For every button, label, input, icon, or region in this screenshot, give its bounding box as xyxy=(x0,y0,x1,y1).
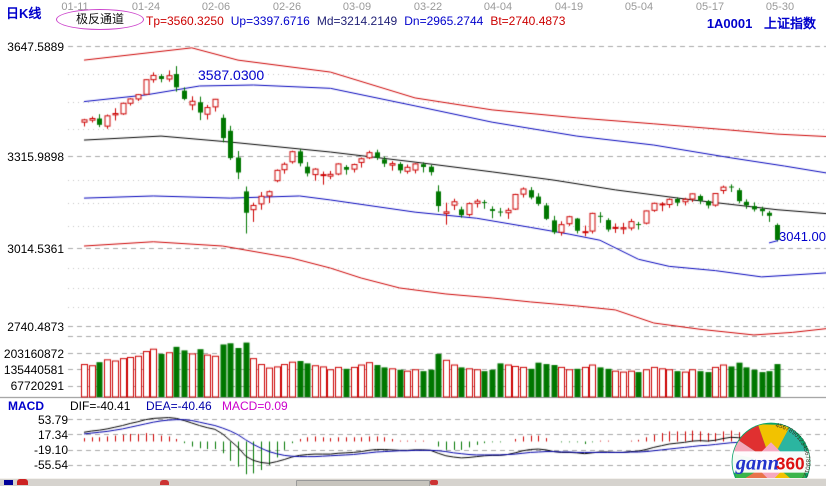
logo-text-360: 360 xyxy=(776,453,805,473)
price-tick: 3647.5889 xyxy=(7,40,64,54)
param-md: Md=3214.2149 xyxy=(316,14,398,28)
param-up: Up=3397.6716 xyxy=(230,14,310,28)
toolbar-red-marker xyxy=(160,480,169,485)
date-tick: 05-30 xyxy=(765,1,795,13)
macd-dif-readout: DIF=-40.41 xyxy=(70,399,131,413)
price-tick: 3014.5361 xyxy=(7,242,64,256)
toolbar-red-icon[interactable] xyxy=(17,479,28,485)
peak-price-annotation: 3587.0300 xyxy=(198,67,265,83)
channel-params: Tp=3560.3250 Up=3397.6716 Md=3214.2149 D… xyxy=(146,14,565,28)
date-tick: 03-09 xyxy=(342,1,372,13)
last-price-annotation: 3041.00 xyxy=(779,229,826,244)
symbol-title: 1A0001 上证指数 xyxy=(699,13,816,32)
date-tick: 01-24 xyxy=(131,1,161,13)
symbol-name: 上证指数 xyxy=(763,16,816,31)
date-tick: 02-06 xyxy=(201,1,231,13)
price-tick: 2740.4873 xyxy=(7,320,64,334)
logo-text-gann: gann xyxy=(735,452,779,474)
volume-tick: 203160872 xyxy=(3,347,64,361)
scrollbar-groove[interactable] xyxy=(296,480,430,486)
date-tick: 05-04 xyxy=(624,1,654,13)
macd-tick: 17.34 xyxy=(37,428,68,442)
macd-tick: 53.79 xyxy=(37,413,68,427)
scrollbar-red-marker xyxy=(430,480,438,485)
macd-indicator-label: MACD xyxy=(8,399,44,413)
param-tp: Tp=3560.3250 xyxy=(146,14,224,28)
volume-tick: 67720291 xyxy=(10,379,64,393)
volume-tick: 135440581 xyxy=(3,363,64,377)
toolbar-blue-icon[interactable] xyxy=(4,480,13,485)
macd-tick: -55.54 xyxy=(33,458,68,472)
symbol-code: 1A0001 xyxy=(706,16,753,31)
macd-macd-readout: MACD=0.09 xyxy=(222,399,288,413)
bottom-toolbar xyxy=(0,478,826,486)
macd-dea-readout: DEA=-40.46 xyxy=(146,399,212,413)
macd-tick: -19.10 xyxy=(33,443,68,457)
param-bt: Bt=2740.4873 xyxy=(490,14,566,28)
date-tick: 02-26 xyxy=(272,1,302,13)
date-tick: 04-19 xyxy=(554,1,584,13)
param-dn: Dn=2965.2744 xyxy=(404,14,484,28)
date-tick: 03-22 xyxy=(413,1,443,13)
date-tick: 05-17 xyxy=(695,1,725,13)
channel-badge: 极反通道 xyxy=(56,9,144,30)
price-tick: 3315.9898 xyxy=(7,150,64,164)
kline-type-label: 日K线 xyxy=(6,6,42,21)
gann360-logo: gann 360 4567890123456789012345678901234… xyxy=(731,422,811,486)
date-tick: 04-04 xyxy=(483,1,513,13)
